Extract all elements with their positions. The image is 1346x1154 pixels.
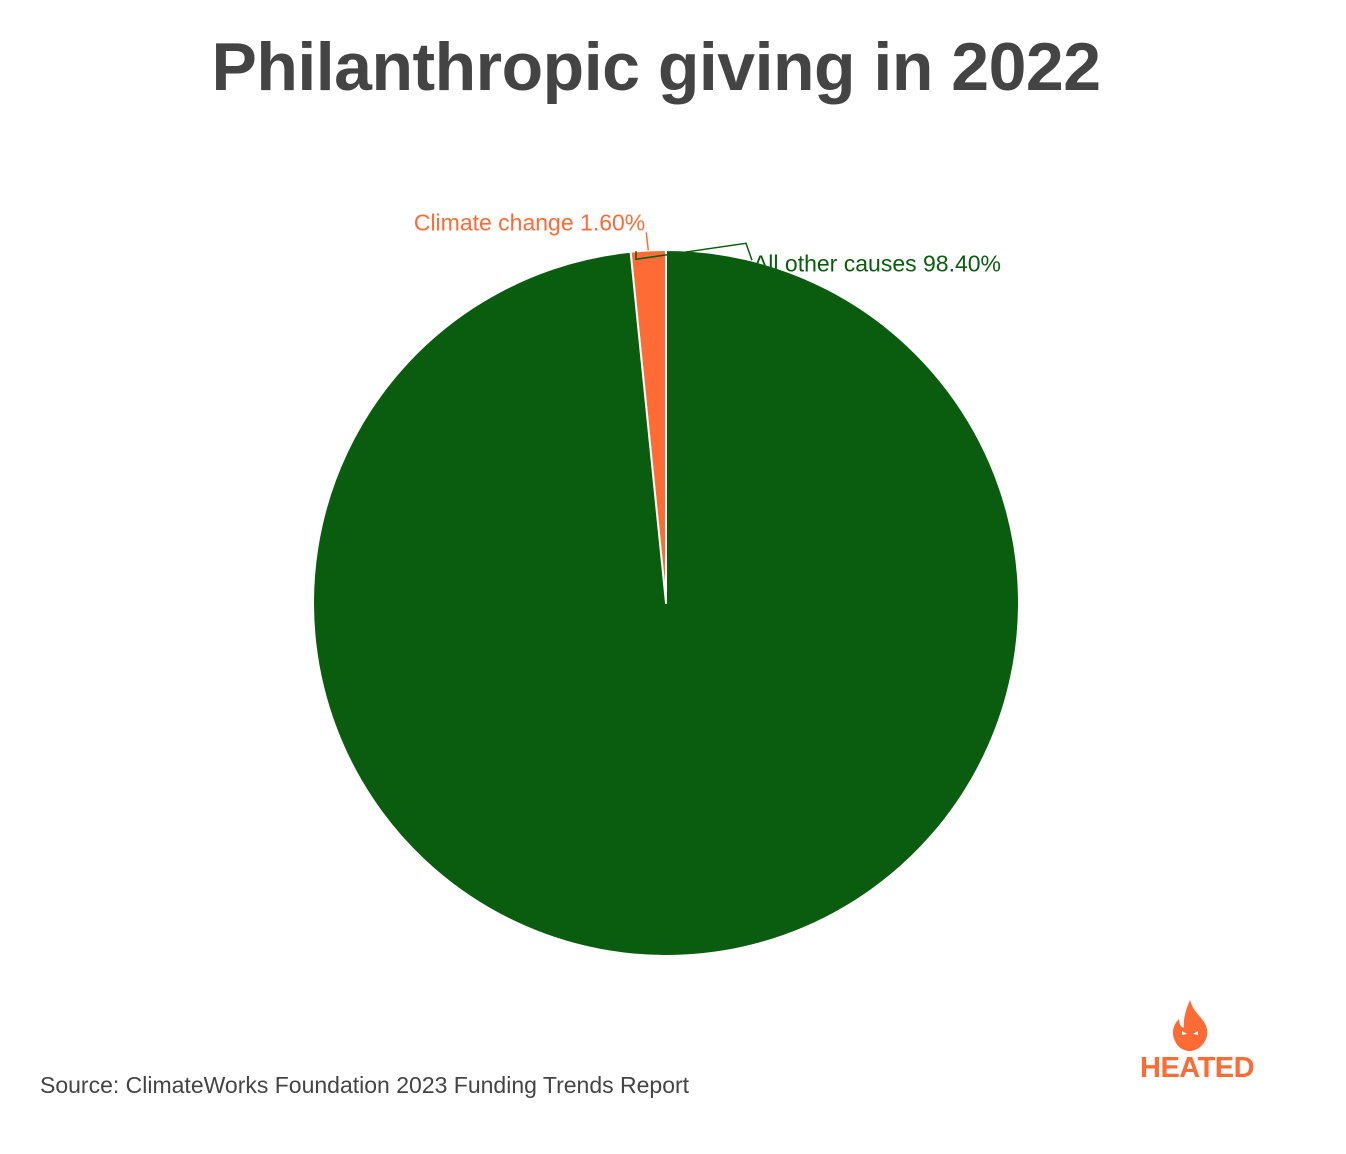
- source-note: Source: ClimateWorks Foundation 2023 Fun…: [40, 1072, 690, 1098]
- slice-label-climate-change: Climate change 1.60%: [414, 209, 650, 251]
- flame-icon: [1172, 1000, 1208, 1051]
- slice-label-all-other-causes: All other causes 98.40%: [635, 242, 1001, 276]
- heated-logo: HEATED: [1140, 998, 1255, 1088]
- brand-name: HEATED: [1140, 1052, 1255, 1084]
- leader-line-all-other-causes: [635, 242, 753, 261]
- leader-line-climate-change: [645, 232, 650, 251]
- slice-label-text-climate-change: Climate change 1.60%: [414, 209, 645, 235]
- pie-slice-all-other-causes: [312, 249, 1020, 957]
- chart-title: Philanthropic giving in 2022: [211, 29, 1101, 105]
- slice-label-text-all-other-causes: All other causes 98.40%: [753, 250, 1001, 276]
